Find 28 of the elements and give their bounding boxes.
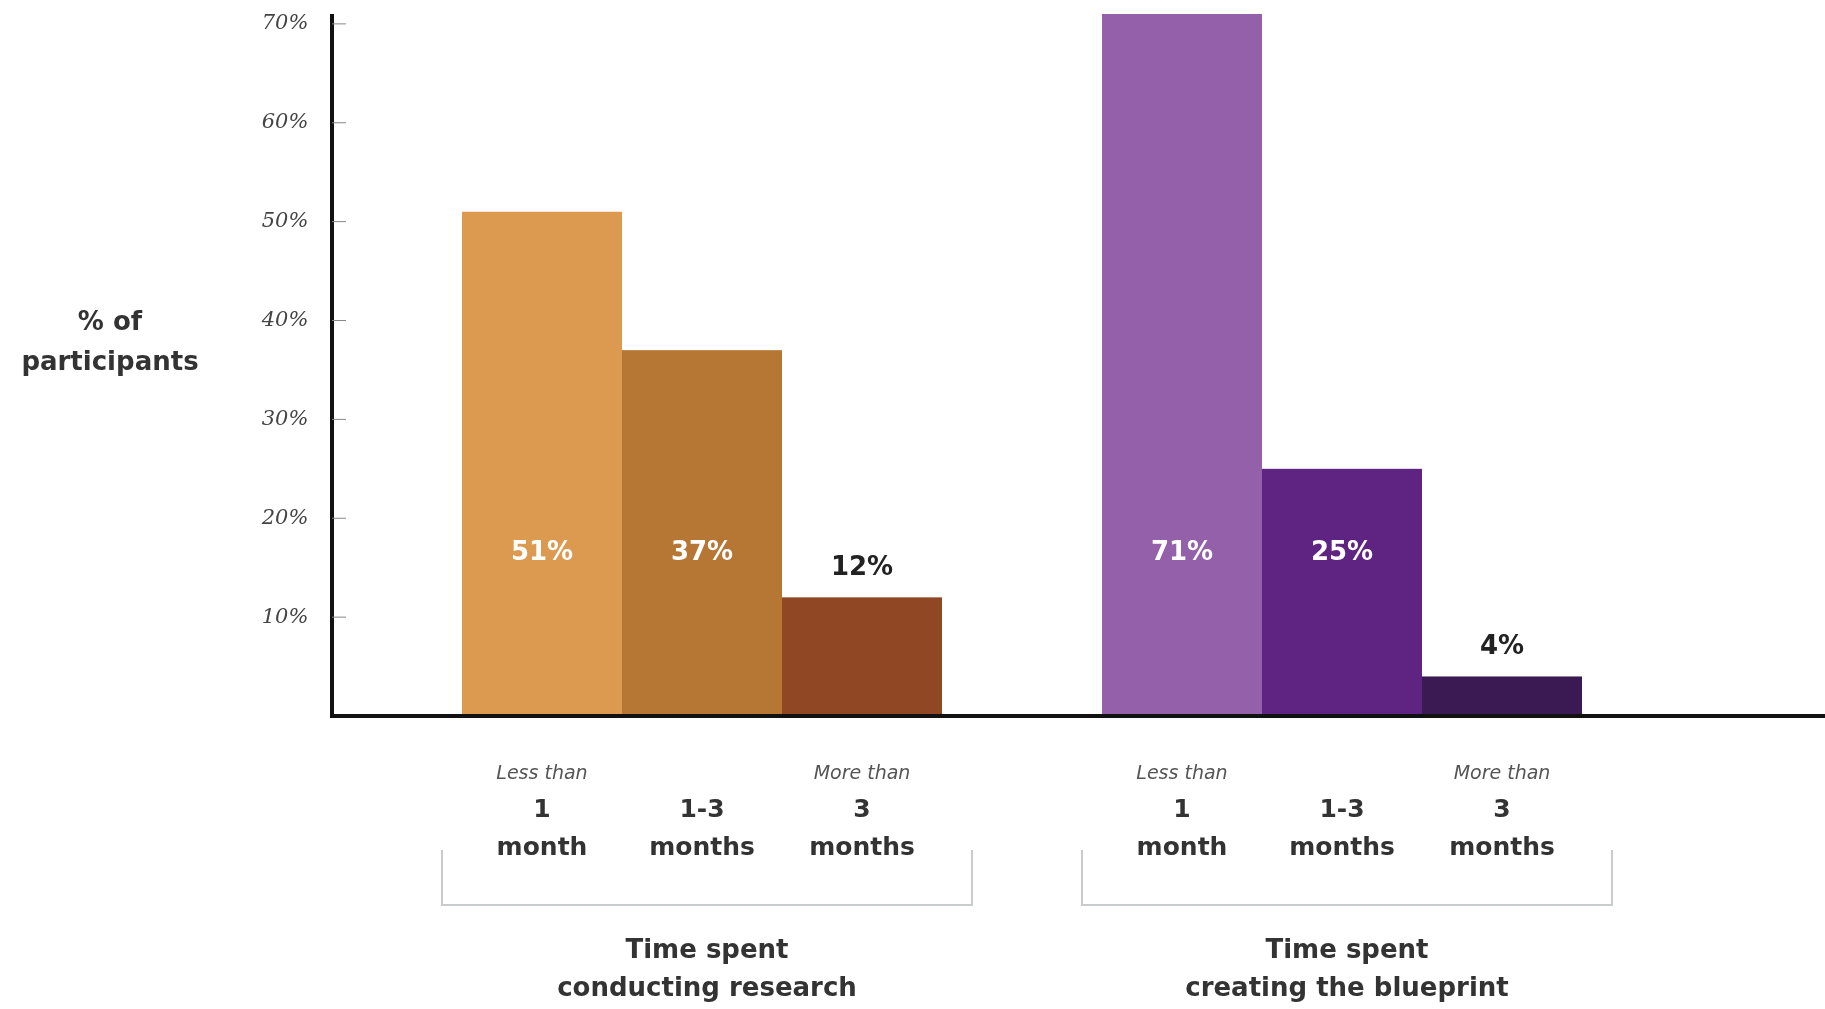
data-label: 4%	[1479, 629, 1525, 660]
y-tick-label: 10%	[261, 603, 309, 628]
x-tick-label: Less than 1 month	[496, 761, 588, 861]
bar	[622, 350, 782, 716]
data-label: 51%	[510, 536, 574, 567]
data-label: 12%	[830, 550, 894, 581]
bar	[782, 597, 942, 716]
text: Time spent conducting research	[557, 934, 857, 1002]
x-tick-label: More than 3 months	[1449, 761, 1555, 861]
x-tick-label: More than 3 months	[809, 761, 915, 861]
y-tick-label: 50%	[261, 208, 309, 233]
bar	[1102, 14, 1262, 716]
text: Time spent creating the blueprint	[1185, 934, 1509, 1002]
bar	[1262, 468, 1422, 716]
x-tick-label: Less than 1 month	[1136, 761, 1228, 861]
bar	[462, 211, 622, 716]
data-label: 25%	[1310, 536, 1374, 567]
y-tick-label: 60%	[261, 109, 309, 134]
y-axis-title: % of participants	[21, 306, 199, 376]
y-tick-label: 40%	[260, 307, 309, 332]
data-label: 37%	[670, 536, 734, 567]
y-tick-label: 30%	[261, 405, 309, 430]
data-label: 71%	[1150, 536, 1214, 567]
y-tick-label: 20%	[260, 504, 309, 529]
bar	[1422, 676, 1582, 716]
x-tick-label: 1-3 months	[1289, 794, 1395, 861]
x-tick-label: 1-3 months	[649, 794, 755, 861]
y-tick-label: 70%	[261, 10, 309, 35]
